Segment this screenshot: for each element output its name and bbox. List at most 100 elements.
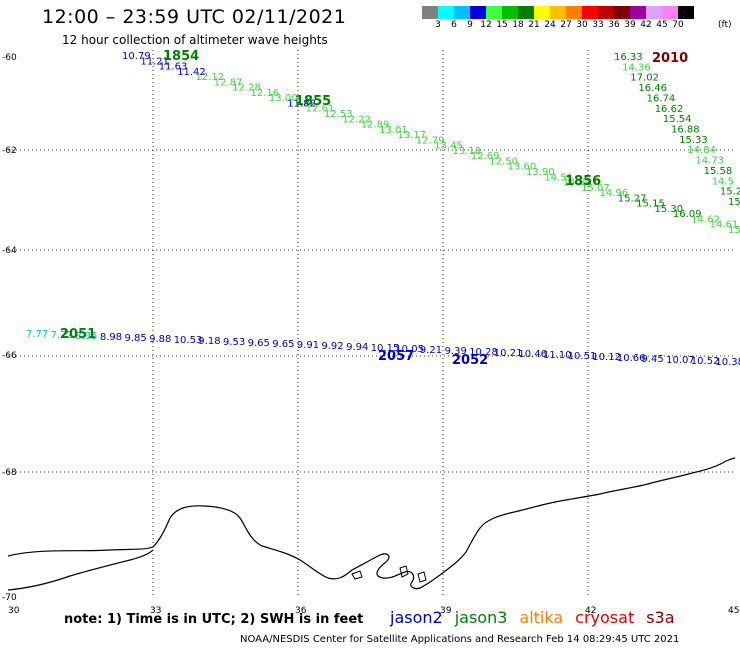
- legend-tick-label: 24: [544, 20, 556, 30]
- wave-height-value: 11.82: [287, 99, 316, 110]
- coastline: [7, 457, 736, 590]
- pass-label: 1855: [295, 94, 331, 109]
- wave-height-value: 15.54: [663, 114, 692, 125]
- x-tick-label: 30: [8, 606, 20, 616]
- wave-height-value: 10.38: [715, 357, 740, 368]
- legend-swatch: [454, 6, 470, 19]
- wave-height-value: 14.62: [691, 215, 720, 226]
- wave-height-value: 13.90: [526, 167, 555, 178]
- legend-tick-label: 36: [608, 20, 620, 30]
- legend-swatch: [678, 6, 694, 19]
- legend-swatch: [422, 6, 438, 19]
- satellite-label-altika: altika: [519, 608, 564, 627]
- legend-tick-label: 27: [560, 20, 572, 30]
- wave-height-value: 9.21: [420, 345, 442, 356]
- pass-label: 2010: [652, 51, 688, 66]
- wave-height-value: 10.52: [691, 356, 720, 367]
- wave-height-value: 14.51: [544, 172, 573, 183]
- legend-swatch: [662, 6, 678, 19]
- x-tick-label: 33: [150, 606, 161, 616]
- wave-height-value: 9.45: [642, 354, 664, 365]
- wave-height-value: 13.18: [453, 146, 482, 157]
- wave-height-value: 16.62: [655, 104, 684, 115]
- map-title: 12:00 – 23:59 UTC 02/11/2021: [42, 6, 347, 28]
- map-subtitle: 12 hour collection of altimeter wave hei…: [62, 33, 328, 47]
- map-grid: [8, 50, 735, 598]
- island-2: [417, 571, 427, 583]
- wave-height-value: 16.09: [673, 209, 702, 220]
- legend-tick-label: 21: [528, 20, 540, 30]
- wave-height-value: 10.15: [371, 343, 400, 354]
- wave-height-value: 17.02: [630, 73, 659, 84]
- footnote: note: 1) Time is in UTC; 2) SWH is in fe…: [64, 612, 364, 627]
- wave-height-value: 14.64: [563, 178, 592, 189]
- wave-height-value: 12.61: [306, 104, 335, 115]
- legend-swatch: [550, 6, 566, 19]
- y-tick-label: -64: [2, 246, 17, 256]
- wave-height-value: 14.5: [712, 176, 734, 187]
- wave-height-value: 9.65: [272, 339, 294, 350]
- legend-swatch: [566, 6, 582, 19]
- legend-swatch: [534, 6, 550, 19]
- wave-height-value: 10.46: [518, 349, 547, 360]
- color-scale-legend: [422, 6, 694, 19]
- wave-height-value: 10.21: [494, 348, 523, 359]
- wave-height-value: 12.50: [489, 157, 518, 168]
- wave-height-value: 11.21: [140, 56, 169, 67]
- wave-height-value: 10.66: [617, 353, 646, 364]
- wave-height-value: 7.77: [26, 329, 48, 340]
- pass-label: 2057: [378, 349, 414, 364]
- wave-height-value: 15.07: [581, 183, 610, 194]
- wave-height-value: 12.79: [416, 135, 445, 146]
- wave-height-value: 10.79: [122, 51, 151, 62]
- legend-tick-label: 18: [512, 20, 524, 30]
- satellite-label-s3a: s3a: [646, 608, 675, 627]
- legend-swatch: [646, 6, 662, 19]
- wave-height-value: 9.18: [198, 336, 220, 347]
- coastline-west: [7, 549, 154, 591]
- legend-tick-label: 45: [656, 20, 668, 30]
- wave-height-value: 15.30: [655, 204, 684, 215]
- legend-tick-label: 9: [467, 20, 473, 30]
- y-tick-label: -62: [2, 146, 17, 156]
- x-tick-label: 45: [728, 606, 739, 616]
- wave-height-value: 7.72: [51, 330, 73, 341]
- wave-height-value: 14.96: [600, 188, 629, 199]
- legend-tick-label: 42: [640, 20, 652, 30]
- legend-tick-label: 39: [624, 20, 636, 30]
- x-tick-label: 39: [440, 606, 452, 616]
- island-3: [351, 570, 363, 580]
- wave-height-value: 9.94: [346, 342, 368, 353]
- legend-swatch: [598, 6, 614, 19]
- wave-height-value: 15.15: [636, 199, 665, 210]
- wave-height-value: 12.69: [471, 151, 500, 162]
- wave-height-value: 8.35: [75, 331, 97, 342]
- legend-swatch: [470, 6, 486, 19]
- wave-height-value: 10.53: [174, 335, 203, 346]
- wave-height-value: 10.28: [469, 347, 498, 358]
- wave-height-value: 13.60: [508, 162, 537, 173]
- wave-height-value: 16.33: [614, 52, 643, 63]
- legend-swatch: [486, 6, 502, 19]
- wave-height-value: 13.17: [398, 130, 427, 141]
- island: [399, 565, 409, 578]
- wave-height-value: 12.22: [342, 114, 371, 125]
- wave-height-value: 15: [728, 197, 740, 208]
- legend-tick-label: 70: [672, 20, 684, 30]
- legend-tick-label: 12: [480, 20, 492, 30]
- pass-label: 1856: [565, 174, 601, 189]
- wave-height-value: 12.12: [196, 72, 225, 83]
- wave-height-value: 16.88: [671, 125, 700, 136]
- legend-tick-label: 33: [592, 20, 604, 30]
- wave-height-value: 15.27: [618, 193, 647, 204]
- legend-swatch: [502, 6, 518, 19]
- wave-height-value: 15.25: [720, 187, 740, 198]
- wave-height-value: 11.63: [159, 62, 188, 73]
- wave-height-value: 10.05: [395, 344, 424, 355]
- y-tick-label: -68: [2, 468, 17, 478]
- wave-height-value: 9.92: [321, 341, 343, 352]
- wave-height-value: 14.61: [710, 220, 739, 231]
- legend-unit: (ft): [718, 20, 732, 30]
- satellite-label-cryosat: cryosat: [575, 608, 635, 627]
